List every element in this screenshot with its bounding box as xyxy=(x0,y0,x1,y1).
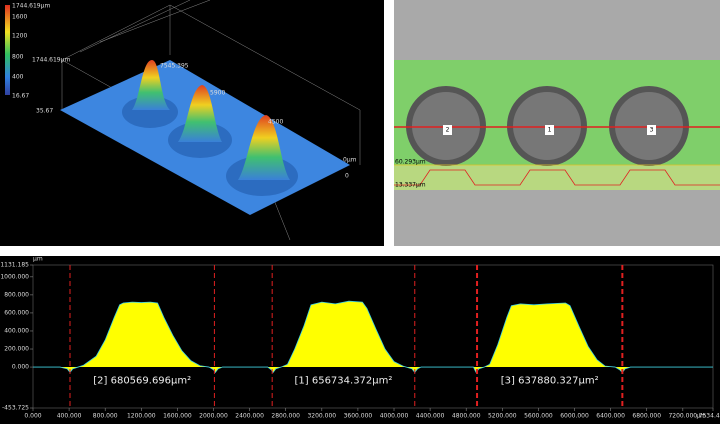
y-tick-label: 200.000 xyxy=(4,346,29,353)
x-tick-label: 7200.000 xyxy=(668,413,697,420)
well-label: 2 xyxy=(446,127,450,134)
y-tick-label: 600.000 xyxy=(4,309,29,316)
x-tick-label: 2400.000 xyxy=(235,413,264,420)
y-tick-label: 1000.000 xyxy=(0,273,29,280)
x-tick-label: 6000.000 xyxy=(560,413,589,420)
y-unit: μm xyxy=(33,256,43,263)
x-tick-label: 3200.000 xyxy=(307,413,336,420)
area-annotation: [1] 656734.372μm² xyxy=(295,376,393,387)
x-tick-label: 4800.000 xyxy=(452,413,481,420)
profile-area xyxy=(33,301,713,373)
axis-label: 7545.395 xyxy=(160,63,189,70)
y-tick-label: -453.725 xyxy=(2,405,29,412)
x-tick-label: 4400.000 xyxy=(416,413,445,420)
x-tick-label: 2800.000 xyxy=(271,413,300,420)
x-tick-label: 3600.000 xyxy=(344,413,373,420)
colorbar-label: 1600 xyxy=(12,14,27,21)
axis-label: 0 xyxy=(345,173,349,180)
render-panel: 1744.619μm 1600 1200 800 400 16.67 1744.… xyxy=(0,0,384,246)
y-tick-label: 0.000 xyxy=(12,364,29,371)
x-tick-label: 7534.420 xyxy=(699,413,720,420)
x-tick-label: 1200.000 xyxy=(127,413,156,420)
micrograph-panel: 2 1 3 60.293μm 13.337μm xyxy=(394,0,720,246)
axis-label: 35.67 xyxy=(36,108,53,115)
x-tick-label: 400.000 xyxy=(57,413,82,420)
profile-line xyxy=(33,300,713,374)
y-tick-label: 400.000 xyxy=(4,327,29,334)
x-tick-label: 800.000 xyxy=(93,413,118,420)
scale-label: 60.293μm xyxy=(395,159,426,166)
axis-label: 4500 xyxy=(268,119,283,126)
colorbar-label: 1744.619μm xyxy=(12,3,50,10)
x-unit: μm xyxy=(696,413,706,420)
x-tick-label: 5600.000 xyxy=(524,413,553,420)
axis-label: 1744.619μm xyxy=(32,57,70,64)
scale-label: 13.337μm xyxy=(395,182,426,189)
x-tick-label: 1600.000 xyxy=(163,413,192,420)
axis-label: 5900 xyxy=(210,90,225,97)
y-tick-label: 1131.185 xyxy=(0,262,29,269)
x-tick-label: 6400.000 xyxy=(596,413,625,420)
x-tick-label: 2000.000 xyxy=(199,413,228,420)
well-label: 3 xyxy=(650,127,654,134)
x-tick-label: 5200.000 xyxy=(488,413,517,420)
colorbar-label: 800 xyxy=(12,54,24,61)
area-annotation: [2] 680569.696μm² xyxy=(93,376,191,387)
x-tick-label: 6800.000 xyxy=(632,413,661,420)
x-tick-label: 0.000 xyxy=(24,413,41,420)
x-tick-label: 4000.000 xyxy=(380,413,409,420)
y-tick-label: 800.000 xyxy=(4,291,29,298)
colorbar-label: 16.67 xyxy=(12,93,29,100)
area-annotation: [3] 637880.327μm² xyxy=(501,376,599,387)
profile-chart: μm μm 0.000 400.000 800.000 1200.000 1600.00… xyxy=(0,256,720,424)
colorbar-label: 1200 xyxy=(12,33,27,40)
axis-label: 0μm xyxy=(343,157,357,164)
colorbar-label: 400 xyxy=(12,74,24,81)
well-label: 1 xyxy=(548,127,552,134)
